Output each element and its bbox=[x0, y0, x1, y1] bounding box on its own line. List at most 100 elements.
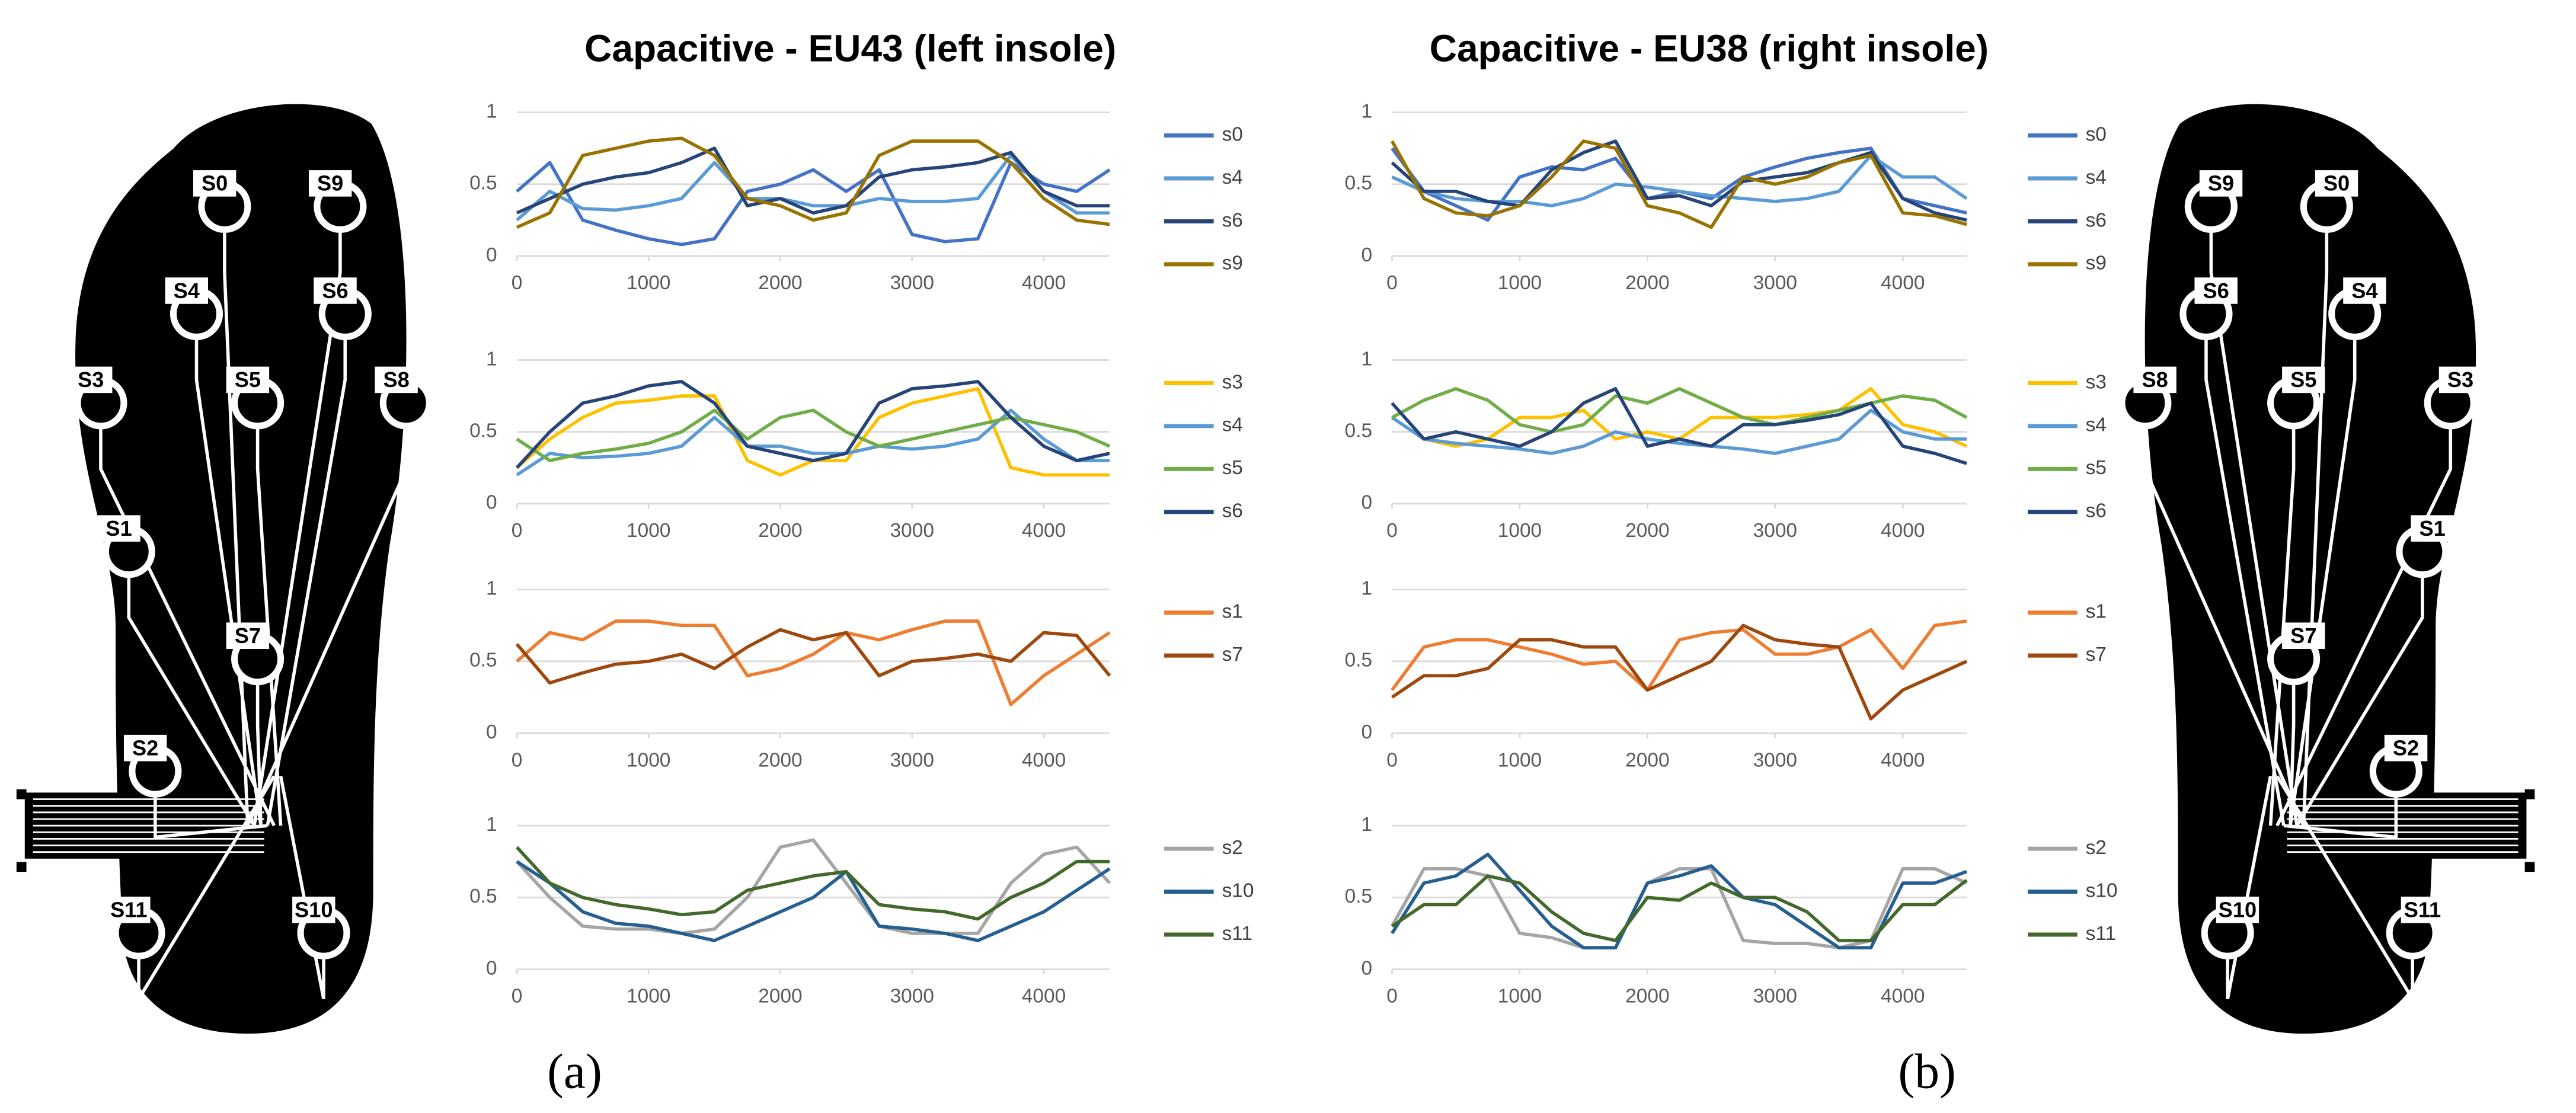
legend-label: s6 bbox=[1222, 500, 1243, 522]
series-line bbox=[1391, 387, 1968, 434]
sensor-label: S2 bbox=[132, 736, 158, 760]
series-line bbox=[516, 619, 1111, 706]
figure-title: Capacitive - EU38 (right insole) bbox=[1430, 27, 1989, 69]
sensor-label-box bbox=[2282, 622, 2325, 650]
series-line bbox=[516, 146, 1110, 215]
sensor-label-box bbox=[2194, 277, 2238, 304]
series-line bbox=[1391, 867, 1968, 949]
legend-label: s6 bbox=[2086, 209, 2107, 231]
y-tick-label: 0.5 bbox=[469, 420, 497, 442]
y-tick-label: 1 bbox=[486, 814, 497, 836]
sensor-label-box bbox=[123, 734, 167, 762]
legend-label: s7 bbox=[1222, 644, 1243, 666]
sensor-label-box bbox=[314, 277, 357, 304]
insole bbox=[2118, 104, 2535, 1034]
legend-label: s6 bbox=[1222, 209, 1243, 231]
sensor-label: S4 bbox=[2351, 279, 2377, 303]
legend-label: s4 bbox=[2086, 414, 2107, 436]
sensor-label: S10 bbox=[2219, 898, 2257, 922]
sensor-label: S3 bbox=[78, 367, 104, 392]
sensor-label: S10 bbox=[295, 898, 333, 922]
legend-label: s2 bbox=[1222, 837, 1243, 859]
series-line bbox=[1391, 387, 1967, 465]
x-tick-label: 1000 bbox=[627, 749, 670, 771]
caption: (a) bbox=[547, 1045, 602, 1099]
sensor-label: S9 bbox=[2208, 171, 2234, 196]
sensor-label-box bbox=[69, 366, 113, 394]
sensor-label-box bbox=[97, 515, 140, 542]
y-tick-label: 1 bbox=[1361, 578, 1372, 600]
legend-label: s3 bbox=[1222, 371, 1243, 393]
x-tick-label: 0 bbox=[512, 749, 523, 771]
series-line bbox=[1391, 408, 1967, 455]
x-tick-label: 1000 bbox=[1498, 749, 1542, 771]
x-tick-label: 3000 bbox=[1753, 749, 1797, 771]
y-tick-label: 0.5 bbox=[1345, 420, 1372, 442]
sensor-label: S7 bbox=[2290, 623, 2316, 648]
legend-label: s9 bbox=[2086, 252, 2107, 274]
y-tick-label: 0.5 bbox=[469, 885, 497, 907]
series-line bbox=[1391, 623, 1968, 721]
sensor-label: S2 bbox=[2393, 736, 2419, 760]
sensor-label: S11 bbox=[2404, 898, 2441, 922]
sensor-label-box bbox=[2401, 896, 2444, 923]
x-tick-label: 4000 bbox=[1022, 986, 1066, 1008]
connector-pin bbox=[16, 862, 27, 872]
sensor-label: S4 bbox=[174, 279, 200, 303]
y-tick-label: 0 bbox=[486, 492, 497, 514]
sensor-label: S8 bbox=[2142, 367, 2168, 392]
sensor-label-box bbox=[2384, 734, 2428, 762]
y-tick-label: 0 bbox=[1361, 957, 1372, 979]
series-line bbox=[515, 838, 1111, 935]
sensor-label: S0 bbox=[202, 171, 228, 196]
x-tick-label: 1000 bbox=[1498, 272, 1542, 294]
y-tick-label: 0 bbox=[486, 957, 497, 979]
sensor-label: S6 bbox=[322, 279, 348, 303]
sensor-label-box bbox=[2216, 896, 2259, 923]
sensor-label-box bbox=[2282, 366, 2325, 394]
sensor-label-box bbox=[2133, 366, 2177, 394]
x-tick-label: 2000 bbox=[1625, 986, 1669, 1008]
x-tick-label: 3000 bbox=[890, 272, 934, 294]
sensor-label: S3 bbox=[2447, 367, 2473, 392]
caption: (b) bbox=[1898, 1045, 1955, 1099]
sensor-label: S6 bbox=[2203, 279, 2229, 303]
y-tick-label: 0 bbox=[1361, 244, 1372, 266]
x-tick-label: 3000 bbox=[890, 520, 934, 542]
series-line bbox=[1391, 619, 1967, 692]
legend-label: s5 bbox=[2086, 457, 2107, 479]
x-tick-label: 2000 bbox=[758, 986, 802, 1008]
x-tick-label: 4000 bbox=[1881, 986, 1925, 1008]
x-tick-label: 0 bbox=[512, 520, 523, 542]
x-tick-label: 1000 bbox=[627, 272, 670, 294]
sensor-label-box bbox=[2315, 170, 2358, 197]
x-tick-label: 3000 bbox=[890, 986, 934, 1008]
legend-label: s4 bbox=[1222, 167, 1243, 188]
y-tick-label: 0 bbox=[1361, 492, 1372, 514]
series-line bbox=[516, 408, 1110, 476]
x-tick-label: 1000 bbox=[1498, 986, 1542, 1008]
sensor-label-box bbox=[2411, 515, 2454, 542]
figure-title: Capacitive - EU43 (left insole) bbox=[584, 27, 1116, 69]
series-line bbox=[516, 153, 1110, 222]
x-tick-label: 3000 bbox=[1753, 272, 1797, 294]
legend-label: s5 bbox=[1222, 457, 1243, 479]
sensor-label-box bbox=[308, 170, 352, 197]
sensor-label-box bbox=[165, 277, 209, 304]
sensor-label-box bbox=[2199, 170, 2243, 197]
legend-label: s0 bbox=[1222, 123, 1243, 145]
sensor-label-box bbox=[2343, 277, 2386, 304]
x-tick-label: 1000 bbox=[1498, 520, 1542, 542]
x-tick-label: 0 bbox=[512, 272, 523, 294]
series-line bbox=[515, 846, 1110, 921]
legend-label: s7 bbox=[2086, 644, 2107, 666]
series-line bbox=[515, 628, 1111, 685]
x-tick-label: 2000 bbox=[1625, 749, 1669, 771]
y-tick-label: 0.5 bbox=[469, 650, 497, 671]
y-tick-label: 0 bbox=[486, 721, 497, 743]
x-tick-label: 0 bbox=[1386, 272, 1398, 294]
legend-label: s10 bbox=[1222, 879, 1254, 901]
sensor-label-box bbox=[2438, 366, 2482, 394]
legend-label: s1 bbox=[2086, 601, 2107, 623]
